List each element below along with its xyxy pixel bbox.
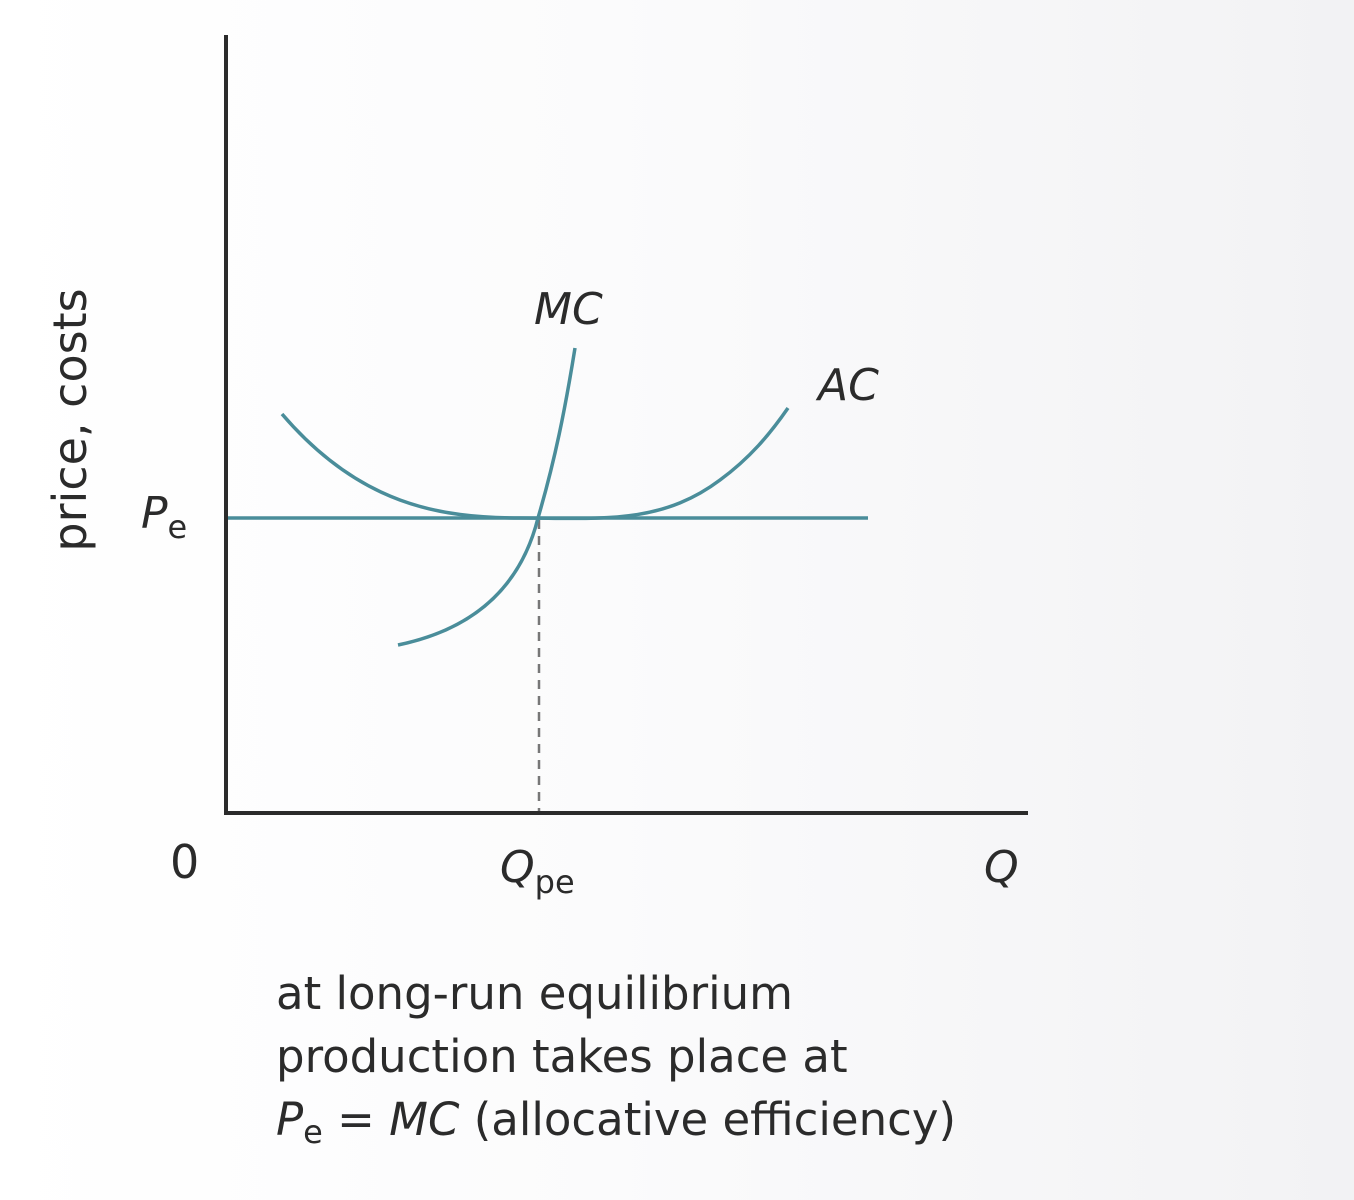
quantity-label: Qpe <box>500 842 575 901</box>
caption-mc: MC <box>389 1093 460 1146</box>
caption-line-2: production takes place at <box>276 1030 848 1083</box>
quantity-label-main: Q <box>500 842 535 893</box>
x-axis-label: Q <box>984 842 1019 893</box>
price-label-main: P <box>141 488 168 539</box>
mc-label: MC <box>534 284 603 335</box>
x-axis-label-text: Q <box>984 842 1019 893</box>
price-label-sub: e <box>168 508 188 546</box>
price-label: Pe <box>141 488 187 546</box>
caption-price-sub: e <box>303 1113 323 1151</box>
origin-label: 0 <box>170 835 199 889</box>
mc-curve <box>397 347 577 647</box>
caption-price-main: P <box>276 1093 304 1146</box>
caption-rest: (allocative efficiency) <box>459 1093 957 1146</box>
y-axis-label: price, costs <box>43 288 97 551</box>
ac-curve <box>280 407 790 521</box>
caption: at long-run equilibrium production takes… <box>276 962 1336 1164</box>
caption-line-3: Pe = MC (allocative efficiency) <box>276 1088 1336 1164</box>
ac-label: AC <box>815 360 879 411</box>
quantity-label-sub: pe <box>535 863 575 901</box>
caption-line-1: at long-run equilibrium <box>276 967 793 1020</box>
caption-equals: = <box>322 1093 390 1146</box>
